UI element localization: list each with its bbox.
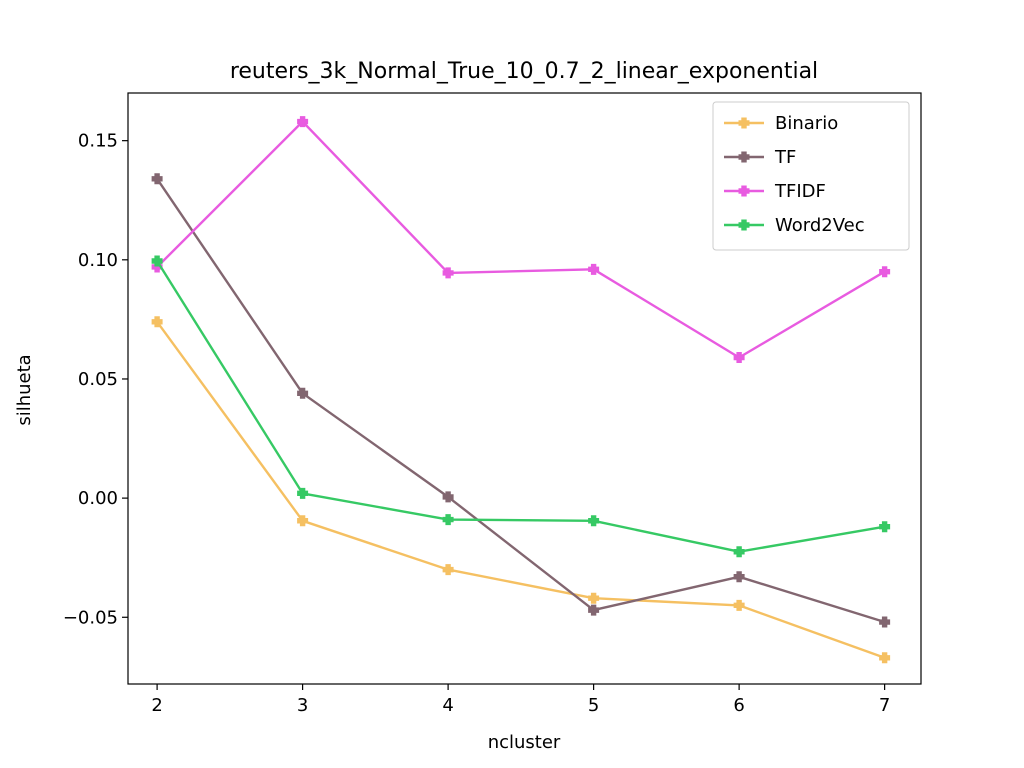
data-point-tfidf [297, 116, 309, 128]
data-point-word2vec [733, 546, 745, 558]
legend-item-binario: Binario [724, 113, 838, 134]
x-tick-label: 3 [297, 695, 308, 716]
legend-label: Word2Vec [775, 215, 865, 236]
x-tick-label: 6 [733, 695, 744, 716]
legend-item-word2vec: Word2Vec [724, 215, 865, 236]
series-tf [151, 173, 891, 628]
x-tick-label: 5 [588, 695, 599, 716]
legend-label: Binario [775, 113, 838, 134]
data-point-binario [733, 599, 745, 611]
y-tick-label: −0.05 [63, 607, 118, 628]
series-binario [151, 316, 891, 664]
data-point-tf [297, 387, 309, 399]
data-point-binario [297, 515, 309, 527]
x-tick-label: 7 [879, 695, 890, 716]
legend-item-tfidf: TFIDF [724, 181, 826, 202]
series-layer [151, 116, 891, 664]
series-line-tfidf [156, 120, 886, 359]
data-point-binario [879, 652, 891, 664]
y-axis: −0.05 0.00 0.05 0.10 0.15 [63, 131, 128, 628]
series-line-binario [156, 321, 886, 659]
x-axis: 2 3 4 5 6 7 [151, 684, 890, 716]
y-tick-label: 0.00 [78, 488, 118, 509]
legend-marker [738, 117, 750, 129]
data-point-binario [442, 564, 454, 576]
data-point-binario [151, 316, 163, 328]
data-point-tf [442, 491, 454, 503]
series-word2vec [151, 255, 891, 558]
y-tick-label: 0.10 [78, 250, 118, 271]
legend-marker [738, 151, 750, 163]
data-point-tfidf [879, 266, 891, 278]
x-tick-label: 4 [442, 695, 453, 716]
series-line-tf [156, 178, 885, 624]
data-point-binario [588, 592, 600, 604]
data-point-word2vec [151, 255, 163, 267]
y-tick-label: 0.05 [78, 369, 118, 390]
legend: Binario TF TFIDF Word2Vec [712, 101, 910, 251]
legend-label: TFIDF [774, 181, 826, 202]
data-point-tf [151, 173, 163, 185]
data-point-tfidf [733, 352, 745, 364]
legend-item-tf: TF [724, 147, 796, 168]
legend-marker [738, 185, 750, 197]
x-axis-label: ncluster [488, 732, 561, 753]
legend-box [712, 101, 910, 251]
data-point-word2vec [442, 514, 454, 526]
x-tick-label: 2 [151, 695, 162, 716]
series-line-word2vec [156, 260, 885, 553]
data-point-tfidf [442, 267, 454, 279]
data-point-word2vec [879, 521, 891, 533]
data-point-tfidf [588, 263, 600, 275]
y-axis-label: silhueta [14, 354, 35, 425]
chart-title: reuters_3k_Normal_True_10_0.7_2_linear_e… [230, 59, 818, 84]
y-tick-label: 0.15 [78, 131, 118, 152]
data-point-word2vec [297, 487, 309, 499]
data-point-tf [733, 571, 745, 583]
data-point-tf [588, 604, 600, 616]
legend-label: TF [774, 147, 796, 168]
series-tfidf [151, 116, 891, 364]
legend-marker [738, 219, 750, 231]
data-point-tf [879, 616, 891, 628]
data-point-word2vec [588, 515, 600, 527]
